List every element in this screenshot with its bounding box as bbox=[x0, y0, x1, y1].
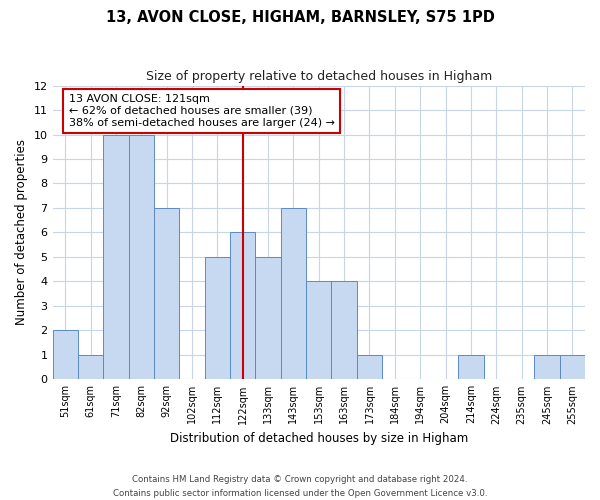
Bar bbox=[281, 208, 306, 380]
Bar bbox=[306, 282, 331, 380]
Bar bbox=[154, 208, 179, 380]
Bar bbox=[103, 134, 128, 380]
X-axis label: Distribution of detached houses by size in Higham: Distribution of detached houses by size … bbox=[170, 432, 468, 445]
Title: Size of property relative to detached houses in Higham: Size of property relative to detached ho… bbox=[146, 70, 492, 83]
Bar bbox=[78, 355, 103, 380]
Bar bbox=[53, 330, 78, 380]
Bar bbox=[256, 257, 281, 380]
Text: 13 AVON CLOSE: 121sqm
← 62% of detached houses are smaller (39)
38% of semi-deta: 13 AVON CLOSE: 121sqm ← 62% of detached … bbox=[68, 94, 335, 128]
Bar bbox=[128, 134, 154, 380]
Text: Contains HM Land Registry data © Crown copyright and database right 2024.
Contai: Contains HM Land Registry data © Crown c… bbox=[113, 476, 487, 498]
Bar bbox=[458, 355, 484, 380]
Bar bbox=[357, 355, 382, 380]
Bar bbox=[560, 355, 585, 380]
Y-axis label: Number of detached properties: Number of detached properties bbox=[15, 140, 28, 326]
Bar bbox=[205, 257, 230, 380]
Text: 13, AVON CLOSE, HIGHAM, BARNSLEY, S75 1PD: 13, AVON CLOSE, HIGHAM, BARNSLEY, S75 1P… bbox=[106, 10, 494, 25]
Bar bbox=[230, 232, 256, 380]
Bar bbox=[331, 282, 357, 380]
Bar bbox=[534, 355, 560, 380]
